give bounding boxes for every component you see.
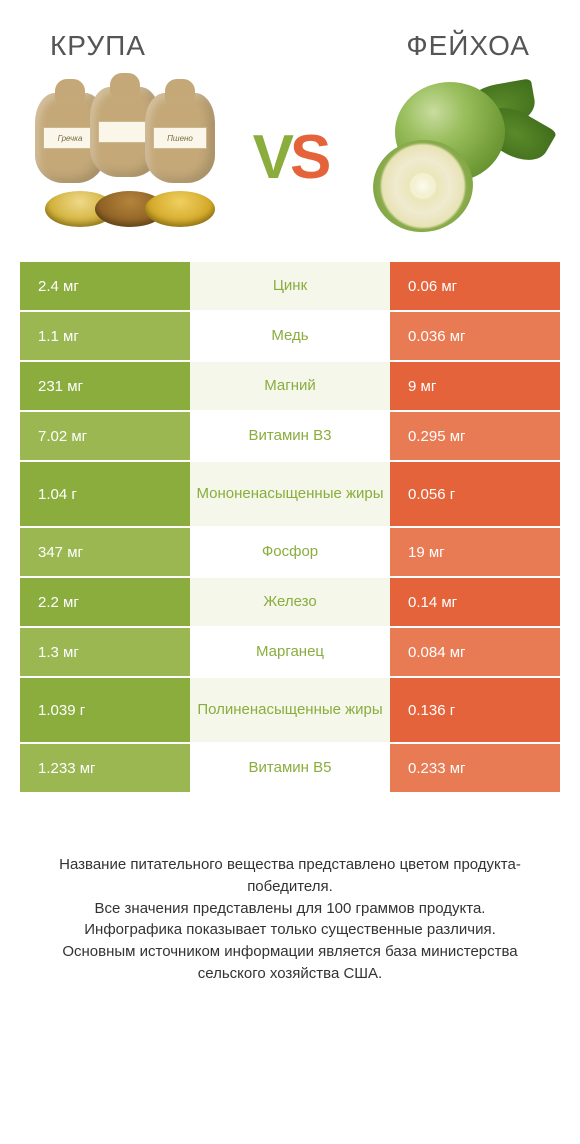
nutrient-name-cell: Железо — [190, 578, 390, 626]
right-value-cell: 0.056 г — [390, 462, 560, 526]
nutrient-name-cell: Марганец — [190, 628, 390, 676]
right-value-cell: 0.036 мг — [390, 312, 560, 360]
footer-line: Все значения представлены для 100 граммо… — [30, 898, 550, 920]
left-product-title: КРУПА — [50, 30, 146, 62]
header: КРУПА ФЕЙХОА — [20, 20, 560, 82]
table-row: 231 мгМагний9 мг — [20, 362, 560, 412]
nutrient-name-cell: Витамин B3 — [190, 412, 390, 460]
footer-line: Название питательного вещества представл… — [30, 854, 550, 898]
right-product-image — [360, 82, 550, 232]
right-value-cell: 0.06 мг — [390, 262, 560, 310]
comparison-infographic: КРУПА ФЕЙХОА Гречка Пшено VS 2. — [0, 0, 580, 1144]
footer-line: Инфографика показывает только существенн… — [30, 919, 550, 941]
feijoa-icon — [365, 82, 545, 232]
nutrient-name-cell: Полиненасыщенные жиры — [190, 678, 390, 742]
grain-sacks-icon: Гречка Пшено — [35, 87, 215, 227]
table-row: 1.039 гПолиненасыщенные жиры0.136 г — [20, 678, 560, 744]
nutrient-name-cell: Мононенасыщенные жиры — [190, 462, 390, 526]
sack-tag — [98, 121, 152, 143]
nutrient-comparison-table: 2.4 мгЦинк0.06 мг1.1 мгМедь0.036 мг231 м… — [20, 262, 560, 794]
left-value-cell: 2.4 мг — [20, 262, 190, 310]
nutrient-name-cell: Медь — [190, 312, 390, 360]
sack-tag: Гречка — [43, 127, 97, 149]
left-value-cell: 1.039 г — [20, 678, 190, 742]
table-row: 2.2 мгЖелезо0.14 мг — [20, 578, 560, 628]
product-images-row: Гречка Пшено VS — [20, 82, 560, 262]
left-product-image: Гречка Пшено — [30, 82, 220, 232]
left-value-cell: 1.233 мг — [20, 744, 190, 792]
footer-notes: Название питательного вещества представл… — [20, 854, 560, 985]
sack-tag: Пшено — [153, 127, 207, 149]
nutrient-name-cell: Фосфор — [190, 528, 390, 576]
table-row: 1.3 мгМарганец0.084 мг — [20, 628, 560, 678]
table-row: 2.4 мгЦинк0.06 мг — [20, 262, 560, 312]
left-value-cell: 7.02 мг — [20, 412, 190, 460]
right-value-cell: 0.084 мг — [390, 628, 560, 676]
right-value-cell: 0.14 мг — [390, 578, 560, 626]
footer-line: Основным источником информации является … — [30, 941, 550, 985]
left-value-cell: 1.1 мг — [20, 312, 190, 360]
left-value-cell: 231 мг — [20, 362, 190, 410]
table-row: 1.1 мгМедь0.036 мг — [20, 312, 560, 362]
nutrient-name-cell: Витамин B5 — [190, 744, 390, 792]
table-row: 1.04 гМононенасыщенные жиры0.056 г — [20, 462, 560, 528]
left-value-cell: 1.3 мг — [20, 628, 190, 676]
right-value-cell: 9 мг — [390, 362, 560, 410]
vs-v: V — [253, 123, 290, 192]
right-value-cell: 19 мг — [390, 528, 560, 576]
right-value-cell: 0.136 г — [390, 678, 560, 742]
table-row: 347 мгФосфор19 мг — [20, 528, 560, 578]
right-product-title: ФЕЙХОА — [406, 30, 530, 62]
nutrient-name-cell: Цинк — [190, 262, 390, 310]
right-value-cell: 0.233 мг — [390, 744, 560, 792]
table-row: 7.02 мгВитамин B30.295 мг — [20, 412, 560, 462]
right-value-cell: 0.295 мг — [390, 412, 560, 460]
left-value-cell: 1.04 г — [20, 462, 190, 526]
vs-s: S — [290, 123, 327, 192]
vs-label: VS — [253, 122, 328, 193]
nutrient-name-cell: Магний — [190, 362, 390, 410]
table-row: 1.233 мгВитамин B50.233 мг — [20, 744, 560, 794]
left-value-cell: 347 мг — [20, 528, 190, 576]
left-value-cell: 2.2 мг — [20, 578, 190, 626]
